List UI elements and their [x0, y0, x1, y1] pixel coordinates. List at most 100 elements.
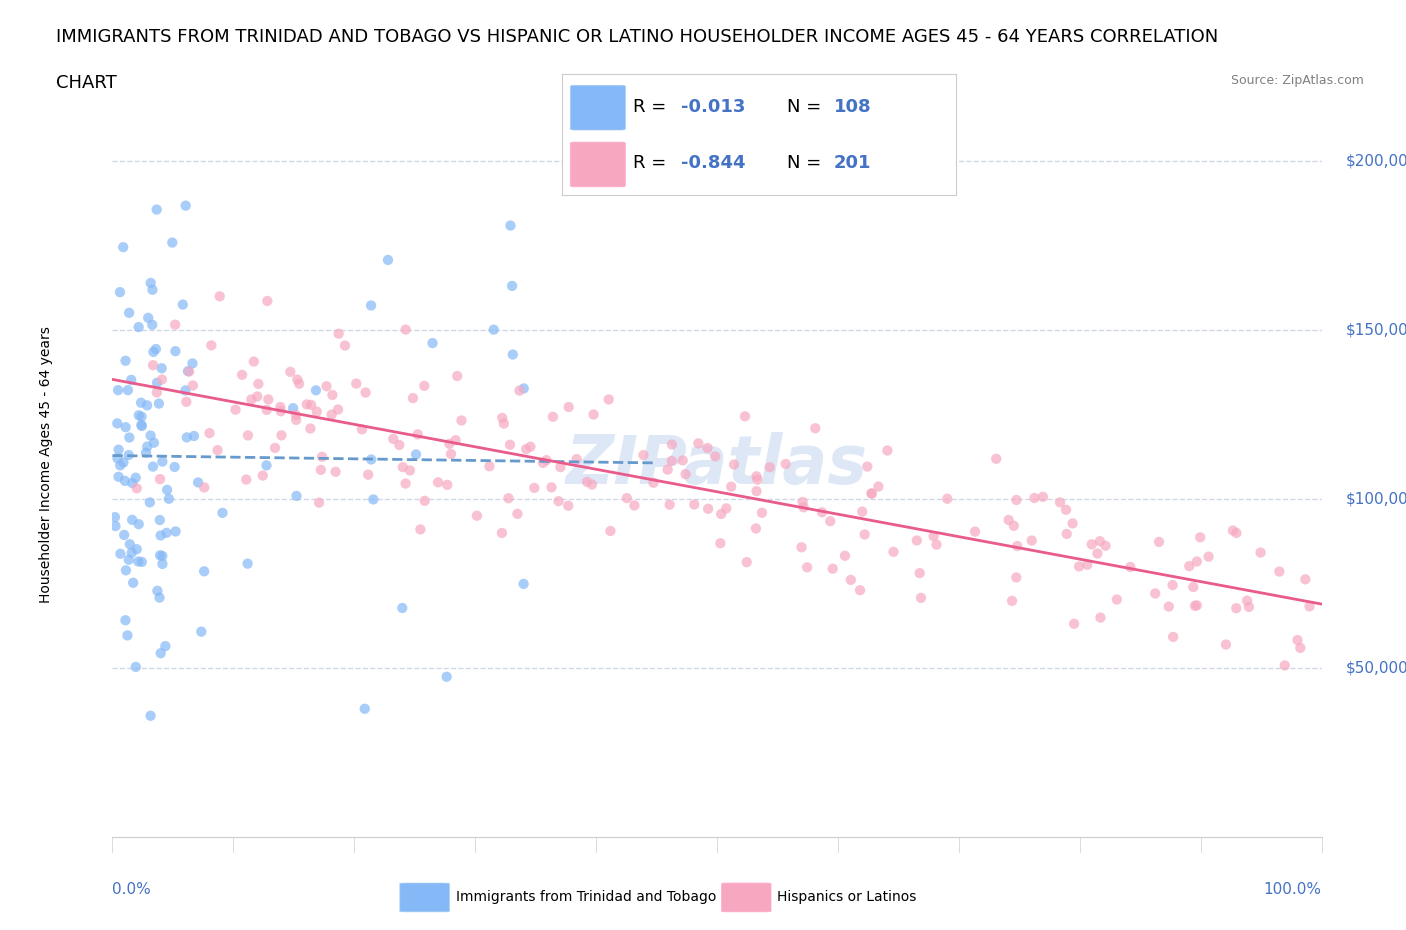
Point — [1049, 495, 1071, 510]
Point — [1225, 525, 1247, 540]
Point — [1215, 637, 1237, 652]
Point — [127, 554, 149, 569]
Point — [540, 480, 562, 495]
Point — [155, 639, 177, 654]
Point — [311, 449, 333, 464]
Point — [114, 473, 136, 488]
Point — [139, 428, 162, 443]
Point — [745, 469, 768, 484]
Point — [146, 385, 169, 400]
Point — [236, 428, 259, 443]
Point — [299, 397, 322, 412]
Point — [131, 418, 153, 433]
Point — [1198, 550, 1220, 565]
Point — [581, 477, 603, 492]
Point — [231, 367, 253, 382]
Point — [1286, 632, 1309, 647]
Point — [148, 591, 170, 605]
Point — [1090, 610, 1112, 625]
Point — [499, 437, 522, 452]
Point — [853, 527, 876, 542]
Point — [107, 443, 129, 458]
Point — [360, 298, 382, 312]
Point — [122, 576, 145, 591]
Text: $200,000: $200,000 — [1346, 153, 1406, 168]
Point — [135, 445, 157, 460]
Point — [986, 451, 1008, 466]
Point — [256, 458, 278, 472]
Point — [104, 519, 127, 534]
Point — [856, 459, 879, 474]
Point — [550, 459, 572, 474]
Point — [1289, 641, 1312, 656]
Point — [1182, 579, 1205, 594]
Point — [281, 401, 304, 416]
Point — [118, 447, 141, 462]
Point — [413, 379, 436, 393]
Point — [107, 470, 129, 485]
Point — [105, 416, 128, 431]
Point — [710, 507, 733, 522]
Point — [269, 400, 291, 415]
Point — [716, 501, 738, 516]
Point — [582, 407, 605, 422]
Point — [108, 285, 131, 299]
Point — [125, 659, 148, 674]
Point — [146, 583, 169, 598]
Point — [922, 529, 945, 544]
Point — [515, 442, 537, 457]
Point — [851, 504, 873, 519]
Point — [1001, 593, 1024, 608]
Point — [360, 452, 382, 467]
Point — [792, 495, 814, 510]
Point — [142, 344, 165, 359]
Point — [363, 492, 385, 507]
Point — [139, 495, 162, 510]
Point — [531, 456, 554, 471]
Point — [118, 430, 141, 445]
Point — [333, 339, 356, 353]
Point — [142, 435, 165, 450]
Point — [141, 283, 163, 298]
Point — [616, 491, 638, 506]
Point — [745, 521, 768, 536]
Point — [811, 505, 834, 520]
Point — [146, 376, 169, 391]
Point — [200, 338, 222, 352]
Point — [295, 397, 318, 412]
Point — [128, 320, 150, 335]
Point — [745, 484, 768, 498]
Point — [657, 462, 679, 477]
Point — [523, 481, 546, 496]
Point — [131, 418, 153, 432]
Point — [139, 709, 162, 724]
Point — [643, 475, 665, 490]
Point — [790, 539, 813, 554]
Point — [1236, 593, 1258, 608]
Point — [1144, 586, 1167, 601]
Point — [392, 459, 415, 474]
Point — [1161, 630, 1184, 644]
Point — [114, 419, 136, 434]
Point — [252, 468, 274, 483]
Point — [734, 409, 756, 424]
Point — [1067, 559, 1090, 574]
Point — [997, 512, 1019, 527]
Point — [315, 379, 337, 393]
Point — [114, 353, 136, 368]
Point — [149, 512, 172, 527]
Text: -0.013: -0.013 — [681, 98, 745, 116]
Point — [354, 385, 377, 400]
Point — [114, 613, 136, 628]
Point — [118, 305, 141, 320]
Point — [150, 361, 173, 376]
Point — [145, 202, 167, 217]
Point — [436, 670, 458, 684]
Point — [623, 498, 645, 513]
Point — [672, 453, 695, 468]
Text: 100.0%: 100.0% — [1264, 882, 1322, 897]
Point — [157, 491, 180, 506]
Point — [599, 524, 621, 538]
Point — [149, 472, 172, 486]
Point — [1189, 530, 1212, 545]
